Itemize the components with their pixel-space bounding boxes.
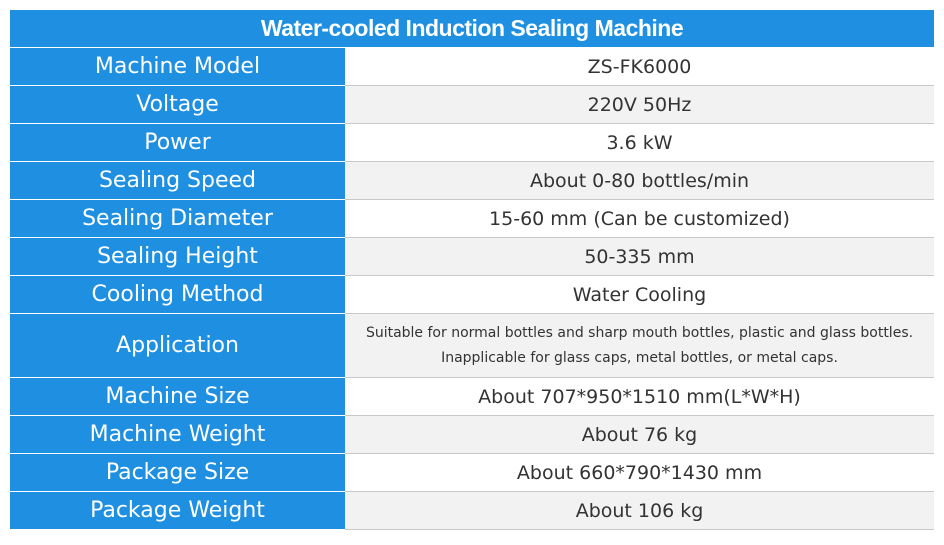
spec-label: Sealing Speed (10, 161, 345, 200)
spec-value-line: Suitable for normal bottles and sharp mo… (365, 324, 914, 341)
spec-row: Package Size About 660*790*1430 mm (10, 453, 934, 492)
spec-row: Sealing Speed About 0-80 bottles/min (10, 161, 934, 200)
spec-value: 3.6 kW (345, 123, 934, 162)
spec-row: Sealing Diameter 15-60 mm (Can be customi… (10, 199, 934, 238)
spec-value: 220V 50Hz (345, 85, 934, 124)
spec-value: About 106 kg (345, 491, 934, 530)
spec-label: Machine Weight (10, 415, 345, 454)
spec-row: Machine Size About 707*950*1510 mm(L*W*H) (10, 377, 934, 416)
spec-label: Machine Model (10, 48, 345, 86)
spec-value: About 76 kg (345, 415, 934, 454)
spec-label: Machine Size (10, 377, 345, 416)
spec-label: Sealing Diameter (10, 199, 345, 238)
spec-value: 50-335 mm (345, 237, 934, 276)
spec-row: Power 3.6 kW (10, 123, 934, 162)
table-title: Water-cooled Induction Sealing Machine (10, 10, 934, 48)
spec-value-line: Inapplicable for glass caps, metal bottl… (441, 349, 838, 366)
spec-value: 15-60 mm (Can be customized) (345, 199, 934, 238)
spec-label: Power (10, 123, 345, 162)
spec-value: Suitable for normal bottles and sharp mo… (345, 313, 934, 378)
spec-row: Package Weight About 106 kg (10, 491, 934, 530)
spec-label: Application (10, 313, 345, 378)
spec-label: Cooling Method (10, 275, 345, 314)
spec-row: Application Suitable for normal bottles a… (10, 313, 934, 378)
spec-label: Package Size (10, 453, 345, 492)
spec-row: Machine Weight About 76 kg (10, 415, 934, 454)
spec-label: Package Weight (10, 491, 345, 530)
spec-row: Voltage 220V 50Hz (10, 85, 934, 124)
spec-value: About 707*950*1510 mm(L*W*H) (345, 377, 934, 416)
spec-label: Sealing Height (10, 237, 345, 276)
spec-row: Machine Model ZS-FK6000 (10, 48, 934, 86)
spec-sheet: Water-cooled Induction Sealing Machine M… (10, 10, 934, 530)
spec-row: Cooling Method Water Cooling (10, 275, 934, 314)
spec-value: ZS-FK6000 (345, 48, 934, 86)
spec-table: Machine Model ZS-FK6000 Voltage 220V 50Hz Po… (10, 48, 934, 530)
spec-value: About 0-80 bottles/min (345, 161, 934, 200)
spec-label: Voltage (10, 85, 345, 124)
spec-value: Water Cooling (345, 275, 934, 314)
spec-row: Sealing Height 50-335 mm (10, 237, 934, 276)
spec-value: About 660*790*1430 mm (345, 453, 934, 492)
